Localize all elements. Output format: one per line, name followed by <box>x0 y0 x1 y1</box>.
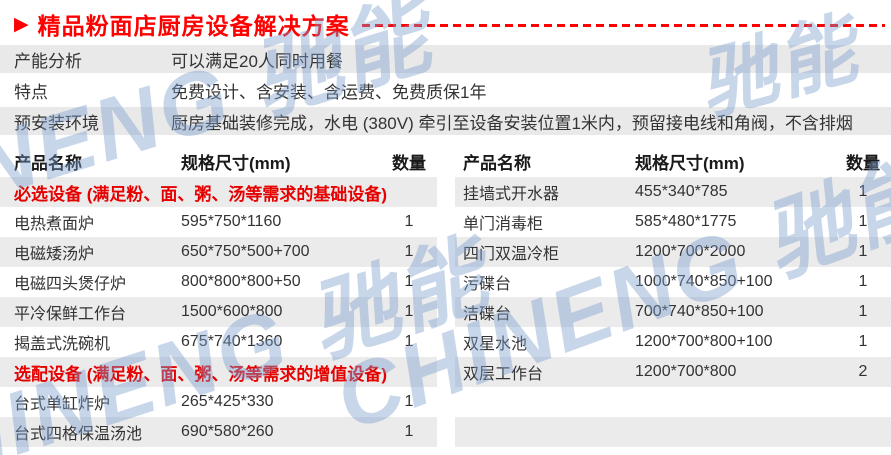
info-row: 特点 免费设计、含安装、含运费、免费质保1年 <box>0 76 891 104</box>
product-name: 双星水池 <box>463 336 528 353</box>
product-qty: 1 <box>404 273 414 290</box>
product-qty: 2 <box>858 363 868 380</box>
table-row: 四门双温冷柜 1200*700*2000 1 <box>455 237 891 267</box>
table-row: 平冷保鲜工作台 1500*600*800 1 <box>0 297 437 327</box>
header-qty: 数量 <box>846 153 880 173</box>
header-qty: 数量 <box>392 153 426 173</box>
info-label: 特点 <box>14 82 48 102</box>
product-name: 双层工作台 <box>463 366 544 383</box>
info-row: 预安装环境 厨房基础装修完成，水电 (380V) 牵引至设备安装位置1米内，预留接… <box>0 107 891 135</box>
product-qty: 1 <box>404 333 414 350</box>
product-name: 四门双温冷柜 <box>463 246 560 263</box>
empty-row <box>455 417 891 447</box>
category-row: 选配设备 (满足粉、面、粥、汤等需求的增值设备) <box>0 357 437 387</box>
header-product-name: 产品名称 <box>14 153 82 173</box>
table-header-row: 产品名称 规格尺寸(mm) 数量 <box>455 145 891 177</box>
equipment-tables: 产品名称 规格尺寸(mm) 数量 必选设备 (满足粉、面、粥、汤等需求的基础设备… <box>0 145 891 447</box>
equipment-table-right: 产品名称 规格尺寸(mm) 数量 挂墙式开水器 455*340*785 1 单门消毒柜… <box>455 145 891 447</box>
product-qty: 1 <box>858 333 868 350</box>
table-body: 必选设备 (满足粉、面、粥、汤等需求的基础设备) 电热煮面炉 595*750*116… <box>0 177 437 447</box>
info-label: 预安装环境 <box>14 113 99 133</box>
dashed-divider <box>361 24 885 27</box>
product-qty: 1 <box>404 303 414 320</box>
product-spec: 265*425*330 <box>181 393 274 410</box>
table-row: 双星水池 1200*700*800+100 1 <box>455 327 891 357</box>
table-row: 双层工作台 1200*700*800 2 <box>455 357 891 387</box>
product-spec: 1200*700*2000 <box>635 243 746 260</box>
table-row: 电热煮面炉 595*750*1160 1 <box>0 207 437 237</box>
product-name: 台式单缸炸炉 <box>14 396 111 413</box>
product-spec: 675*740*1360 <box>181 333 283 350</box>
info-value: 免费设计、含安装、含运费、免费质保1年 <box>171 82 487 102</box>
table-row: 电磁四头煲仔炉 800*800*800+50 1 <box>0 267 437 297</box>
product-spec: 585*480*1775 <box>635 213 737 230</box>
header-spec: 规格尺寸(mm) <box>181 153 291 173</box>
product-spec: 455*340*785 <box>635 183 728 200</box>
product-qty: 1 <box>858 273 868 290</box>
info-label: 产能分析 <box>14 51 82 71</box>
info-row: 产能分析 可以满足20人同时用餐 <box>0 45 891 73</box>
page-title: 精品粉面店厨房设备解决方案 <box>37 13 350 39</box>
product-spec: 800*800*800+50 <box>181 273 301 290</box>
product-name: 揭盖式洗碗机 <box>14 336 111 353</box>
product-name: 单门消毒柜 <box>463 216 544 233</box>
product-qty: 1 <box>404 243 414 260</box>
product-name: 挂墙式开水器 <box>463 186 560 203</box>
table-body: 挂墙式开水器 455*340*785 1 单门消毒柜 585*480*1775 1 四门双温… <box>455 177 891 447</box>
product-qty: 1 <box>858 213 868 230</box>
product-spec: 650*750*500+700 <box>181 243 310 260</box>
product-qty: 1 <box>858 183 868 200</box>
table-row: 台式单缸炸炉 265*425*330 1 <box>0 387 437 417</box>
play-triangle-icon: ▶ <box>14 13 29 35</box>
product-spec: 700*740*850+100 <box>635 303 764 320</box>
product-spec: 1200*700*800+100 <box>635 333 773 350</box>
product-name: 平冷保鲜工作台 <box>14 306 127 323</box>
table-row: 台式四格保温汤池 690*580*260 1 <box>0 417 437 447</box>
product-spec: 1200*700*800 <box>635 363 737 380</box>
product-qty: 1 <box>404 393 414 410</box>
table-row: 污碟台 1000*740*850+100 1 <box>455 267 891 297</box>
category-row: 必选设备 (满足粉、面、粥、汤等需求的基础设备) <box>0 177 437 207</box>
info-value: 可以满足20人同时用餐 <box>171 51 343 71</box>
product-qty: 1 <box>858 243 868 260</box>
table-row: 电磁矮汤炉 650*750*500+700 1 <box>0 237 437 267</box>
header-spec: 规格尺寸(mm) <box>635 153 745 173</box>
product-name: 台式四格保温汤池 <box>14 426 143 443</box>
header-product-name: 产品名称 <box>463 153 531 173</box>
product-spec: 690*580*260 <box>181 423 274 440</box>
product-spec: 1000*740*850+100 <box>635 273 773 290</box>
product-name: 电磁矮汤炉 <box>14 246 95 263</box>
empty-row <box>455 387 891 417</box>
category-label: 必选设备 (满足粉、面、粥、汤等需求的基础设备) <box>14 184 388 204</box>
table-row: 洁碟台 700*740*850+100 1 <box>455 297 891 327</box>
product-spec: 595*750*1160 <box>181 213 282 230</box>
equipment-table-left: 产品名称 规格尺寸(mm) 数量 必选设备 (满足粉、面、粥、汤等需求的基础设备… <box>0 145 437 447</box>
table-row: 单门消毒柜 585*480*1775 1 <box>455 207 891 237</box>
product-name: 电磁四头煲仔炉 <box>14 276 127 293</box>
product-name: 污碟台 <box>463 276 512 293</box>
title-row: ▶ 精品粉面店厨房设备解决方案 <box>0 10 891 39</box>
table-row: 揭盖式洗碗机 675*740*1360 1 <box>0 327 437 357</box>
product-qty: 1 <box>404 213 414 230</box>
product-name: 电热煮面炉 <box>14 216 95 233</box>
product-qty: 1 <box>858 303 868 320</box>
product-name: 洁碟台 <box>463 306 512 323</box>
table-header-row: 产品名称 规格尺寸(mm) 数量 <box>0 145 437 177</box>
table-row: 挂墙式开水器 455*340*785 1 <box>455 177 891 207</box>
product-qty: 1 <box>404 423 414 440</box>
category-label: 选配设备 (满足粉、面、粥、汤等需求的增值设备) <box>14 364 388 384</box>
info-section: 产能分析 可以满足20人同时用餐特点 免费设计、含安装、含运费、免费质保1年预安装环… <box>0 45 891 135</box>
product-spec: 1500*600*800 <box>181 303 283 320</box>
info-value: 厨房基础装修完成，水电 (380V) 牵引至设备安装位置1米内，预留接电线和角阀… <box>171 113 853 133</box>
